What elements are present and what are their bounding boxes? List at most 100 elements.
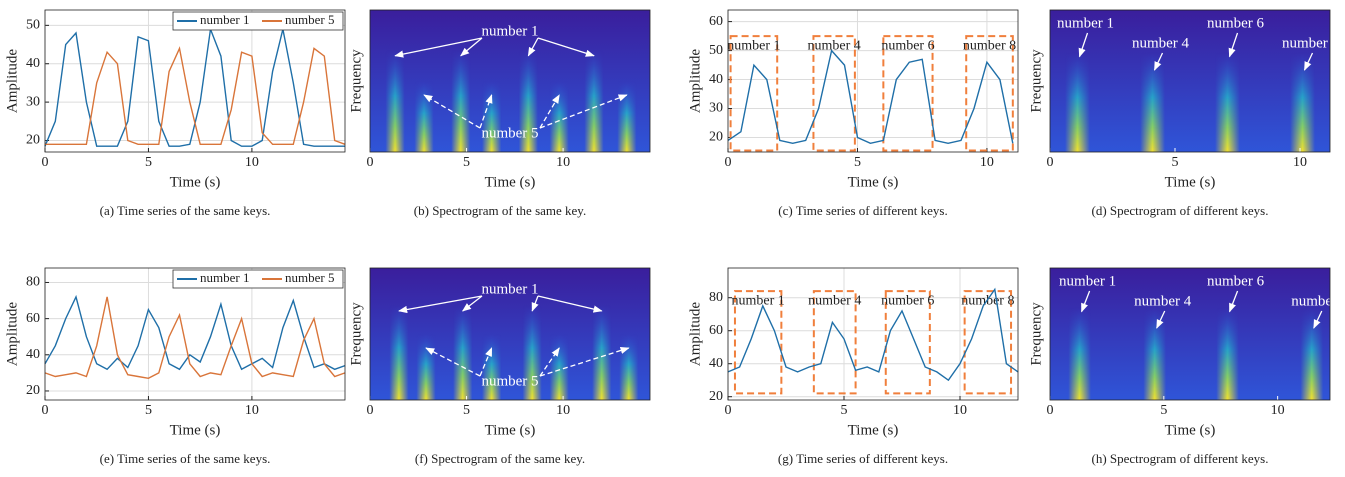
y-axis-label: Frequency [1028,49,1044,113]
y-tick-label: 40 [26,56,40,71]
annotation-arrow [1313,310,1323,329]
x-axis-label: Time (s) [1165,422,1216,438]
x-tick-label: 0 [725,155,732,170]
annotation-arrow [1228,32,1239,58]
spectral-burst [522,304,542,400]
x-axis-label: Time (s) [848,422,899,438]
spectrogram-background [1050,268,1330,400]
spectral-burst [518,49,538,153]
highlight-box [729,35,779,152]
spectral-burst [1300,307,1324,400]
annotation: number 8 [1291,293,1345,309]
highlight-label: number 6 [881,38,934,53]
y-tick-label: 40 [26,347,40,362]
annotation: number 1 [481,281,538,297]
axes-frame [44,267,346,401]
annotation: number 8 [1282,35,1339,51]
caption: (d) Spectrogram of different keys. [1091,203,1268,218]
panel: (g) Time series of different keys. Time (… [687,267,1019,466]
legend [172,11,344,31]
plot-area [45,10,345,152]
plot-area [728,10,1018,152]
y-axis-label: Amplitude [4,49,20,114]
annotation-arrow [1153,52,1164,71]
x-tick-label: 10 [1293,155,1307,170]
spectral-burst [1215,52,1240,152]
annotation-arrow [539,347,560,377]
annotation-arrow [425,347,481,377]
x-tick-label: 0 [367,403,374,418]
y-axis-label: Frequency [348,49,364,113]
x-tick-label: 0 [1047,155,1054,170]
caption: (e) Time series of the same keys. [100,451,271,466]
legend-label: number 1 [200,12,249,27]
highlight-label: number 8 [963,38,1016,53]
panel: (c) Time series of different keys. Time (… [687,9,1019,218]
axes-frame [44,9,346,153]
highlight-label: number 8 [961,293,1014,308]
plot-area [45,268,345,400]
y-tick-label: 60 [709,14,723,29]
annotation-arrow [531,295,539,312]
y-tick-label: 20 [26,133,40,148]
annotation: number 4 [1132,35,1190,51]
panel: (b) Spectrogram of the same key. Time (s)… [348,9,651,218]
annotation-arrow [479,347,493,377]
y-tick-label: 80 [709,290,723,305]
y-tick-label: 20 [709,130,723,145]
legend-label: number 5 [285,12,334,27]
spectral-burst [389,304,409,400]
panel: (h) Spectrogram of different keys. Time (… [1028,267,1345,466]
annotation-arrow [537,295,603,313]
annotation-arrow [479,94,493,129]
x-axis-label: Time (s) [1165,174,1216,190]
y-axis-label: Frequency [348,302,364,366]
spectral-burst [416,334,436,400]
y-tick-label: 40 [709,356,723,371]
y-tick-label: 20 [26,383,40,398]
x-tick-label: 0 [367,155,374,170]
y-tick-label: 50 [709,43,723,58]
annotation: number 1 [1059,273,1116,289]
caption: (c) Time series of different keys. [778,203,947,218]
panel: (e) Time series of the same keys. Time (s… [4,267,346,466]
y-tick-label: 60 [26,311,40,326]
panel: (d) Spectrogram of different keys. Time (… [1028,9,1339,218]
annotation-arrow [1156,310,1166,329]
series-line [44,296,346,380]
x-tick-label: 0 [42,403,49,418]
axes-frame [369,267,651,401]
x-axis-label: Time (s) [485,422,536,438]
annotation-arrow [1228,290,1239,313]
annotation-arrow [1303,52,1314,71]
annotation: number 5 [481,125,538,141]
annotation-arrow [1078,32,1089,58]
x-tick-label: 10 [245,403,259,418]
axes-frame [369,9,651,153]
x-axis-label: Time (s) [170,174,221,190]
y-axis-label: Amplitude [687,49,703,114]
annotation-arrow [537,37,595,57]
spectral-burst [549,81,569,152]
annotation-arrow [539,94,560,129]
highlight-label: number 4 [808,293,861,308]
caption: (g) Time series of different keys. [778,451,948,466]
x-tick-label: 5 [145,155,152,170]
series-line [44,294,346,371]
spectral-burst [592,304,612,400]
x-tick-label: 10 [245,155,259,170]
annotation: number 1 [481,23,538,39]
annotation-arrow [460,37,483,57]
spectral-burst [1068,307,1091,400]
annotation-arrow [461,295,483,312]
spectral-burst [385,49,405,153]
highlight-label: number 4 [808,38,861,53]
panel: (f) Spectrogram of the same key. Time (s)… [348,267,651,466]
caption: (b) Spectrogram of the same key. [414,203,586,218]
x-tick-label: 10 [556,403,570,418]
annotation-arrow [394,37,483,58]
series-line [727,49,1014,145]
y-tick-label: 20 [709,389,723,404]
annotation: number 4 [1134,293,1192,309]
